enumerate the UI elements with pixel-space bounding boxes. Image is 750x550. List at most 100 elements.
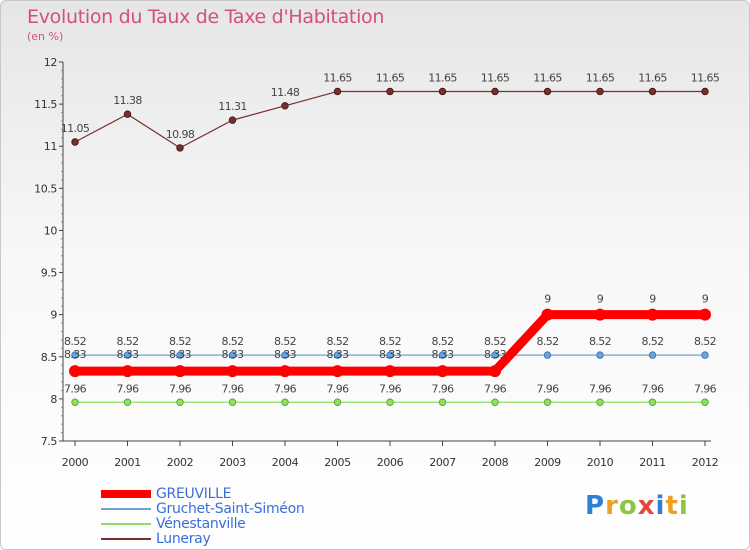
data-point bbox=[701, 398, 709, 406]
legend-label: Gruchet-Saint-Siméon bbox=[156, 500, 305, 517]
data-label: 11.65 bbox=[323, 71, 352, 84]
legend-item: Luneray bbox=[101, 530, 304, 547]
x-tick-label: 2009 bbox=[534, 456, 561, 469]
logo-letter: x bbox=[637, 491, 656, 521]
data-point bbox=[386, 351, 394, 359]
data-point bbox=[333, 398, 342, 406]
data-label: 11.65 bbox=[691, 71, 720, 84]
data-label: 7.96 bbox=[536, 382, 559, 395]
data-point bbox=[176, 144, 184, 152]
x-tick-label: 2007 bbox=[429, 456, 456, 469]
data-point bbox=[281, 102, 289, 110]
data-label: 9 bbox=[649, 293, 656, 306]
data-point bbox=[176, 351, 184, 359]
data-point bbox=[648, 87, 657, 96]
data-label: 8.33 bbox=[221, 348, 244, 361]
data-label: 11.65 bbox=[481, 71, 510, 84]
data-point bbox=[279, 365, 291, 378]
x-tick-label: 2010 bbox=[587, 456, 614, 469]
data-label: 11.65 bbox=[586, 71, 615, 84]
data-label: 7.96 bbox=[589, 382, 612, 395]
legend-label: GREUVILLE bbox=[156, 485, 232, 502]
data-point bbox=[71, 138, 79, 146]
proxiti-logo: Proxiti bbox=[585, 491, 689, 521]
y-tick-label: 10 bbox=[44, 224, 58, 237]
data-label: 11.65 bbox=[533, 71, 562, 84]
data-label: 7.96 bbox=[694, 382, 717, 395]
data-point bbox=[438, 87, 447, 96]
data-point bbox=[543, 87, 552, 96]
data-point bbox=[489, 365, 501, 378]
legend-swatch bbox=[101, 507, 151, 510]
data-point bbox=[543, 398, 552, 406]
data-point bbox=[596, 398, 604, 406]
data-point bbox=[226, 365, 239, 378]
data-label: 8.33 bbox=[379, 348, 402, 361]
data-label: 11.65 bbox=[428, 71, 457, 84]
x-tick-label: 2004 bbox=[272, 456, 299, 469]
data-label: 9 bbox=[597, 293, 604, 306]
data-point bbox=[438, 398, 447, 406]
data-label: 8.52 bbox=[116, 335, 138, 348]
logo-letter: o bbox=[618, 491, 638, 521]
data-label: 8.52 bbox=[536, 335, 558, 348]
data-label: 7.96 bbox=[221, 382, 244, 395]
legend-label: Luneray bbox=[156, 530, 211, 547]
legend-swatch bbox=[101, 537, 151, 540]
legend-swatch bbox=[101, 489, 151, 498]
data-point bbox=[543, 351, 552, 359]
legend-label: Vénestanville bbox=[156, 515, 246, 532]
data-point bbox=[69, 365, 81, 378]
data-label: 8.52 bbox=[694, 335, 716, 348]
data-point bbox=[228, 116, 237, 124]
data-label: 8.52 bbox=[169, 335, 191, 348]
data-point bbox=[596, 87, 604, 96]
y-tick-label: 11 bbox=[44, 140, 57, 153]
data-label: 8.52 bbox=[274, 335, 296, 348]
data-labels: 8.33 8.33 8.33 8.33 8.33 8.33 8.33 8.33 8.33 9 9 9 9… bbox=[61, 71, 721, 395]
data-point bbox=[438, 351, 447, 359]
data-label: 8.52 bbox=[484, 335, 506, 348]
data-label: 11.31 bbox=[218, 100, 247, 113]
y-tick-label: 12 bbox=[44, 56, 57, 69]
data-label: 8.33 bbox=[484, 348, 507, 361]
y-tick-label: 9.5 bbox=[41, 267, 58, 280]
logo-letter: t bbox=[665, 491, 679, 521]
data-label: 7.96 bbox=[64, 382, 87, 395]
y-tick-label: 9 bbox=[50, 309, 57, 322]
x-tick-label: 2000 bbox=[62, 456, 89, 469]
x-tick-label: 2003 bbox=[219, 456, 246, 469]
data-label: 8.33 bbox=[326, 348, 349, 361]
data-point bbox=[386, 87, 394, 96]
data-point bbox=[176, 398, 184, 406]
data-label: 11.38 bbox=[113, 94, 142, 107]
data-point bbox=[123, 110, 132, 118]
y-tick-label: 8 bbox=[50, 393, 57, 406]
legend-swatch bbox=[101, 522, 151, 525]
legend-item: Vénestanville bbox=[101, 515, 304, 532]
x-tick-label: 2001 bbox=[114, 456, 140, 469]
x-tick-label: 2012 bbox=[692, 456, 718, 469]
data-label: 7.96 bbox=[431, 382, 454, 395]
data-label: 8.52 bbox=[589, 335, 611, 348]
data-label: 11.65 bbox=[376, 71, 405, 84]
data-label: 8.33 bbox=[431, 348, 454, 361]
logo-letter: P bbox=[585, 491, 606, 521]
data-label: 9 bbox=[544, 293, 551, 306]
data-point bbox=[646, 308, 659, 321]
data-point bbox=[331, 365, 344, 378]
data-point bbox=[701, 87, 709, 96]
data-point bbox=[71, 398, 79, 406]
data-point bbox=[648, 398, 657, 406]
data-label: 7.96 bbox=[274, 382, 297, 395]
data-point bbox=[648, 351, 657, 359]
data-point bbox=[228, 398, 237, 406]
data-label: 8.52 bbox=[221, 335, 243, 348]
data-point bbox=[333, 87, 342, 96]
data-label: 8.33 bbox=[169, 348, 192, 361]
legend-item: Gruchet-Saint-Siméon bbox=[101, 500, 305, 517]
data-point bbox=[491, 398, 499, 406]
y-tick-label: 11.5 bbox=[34, 98, 57, 111]
